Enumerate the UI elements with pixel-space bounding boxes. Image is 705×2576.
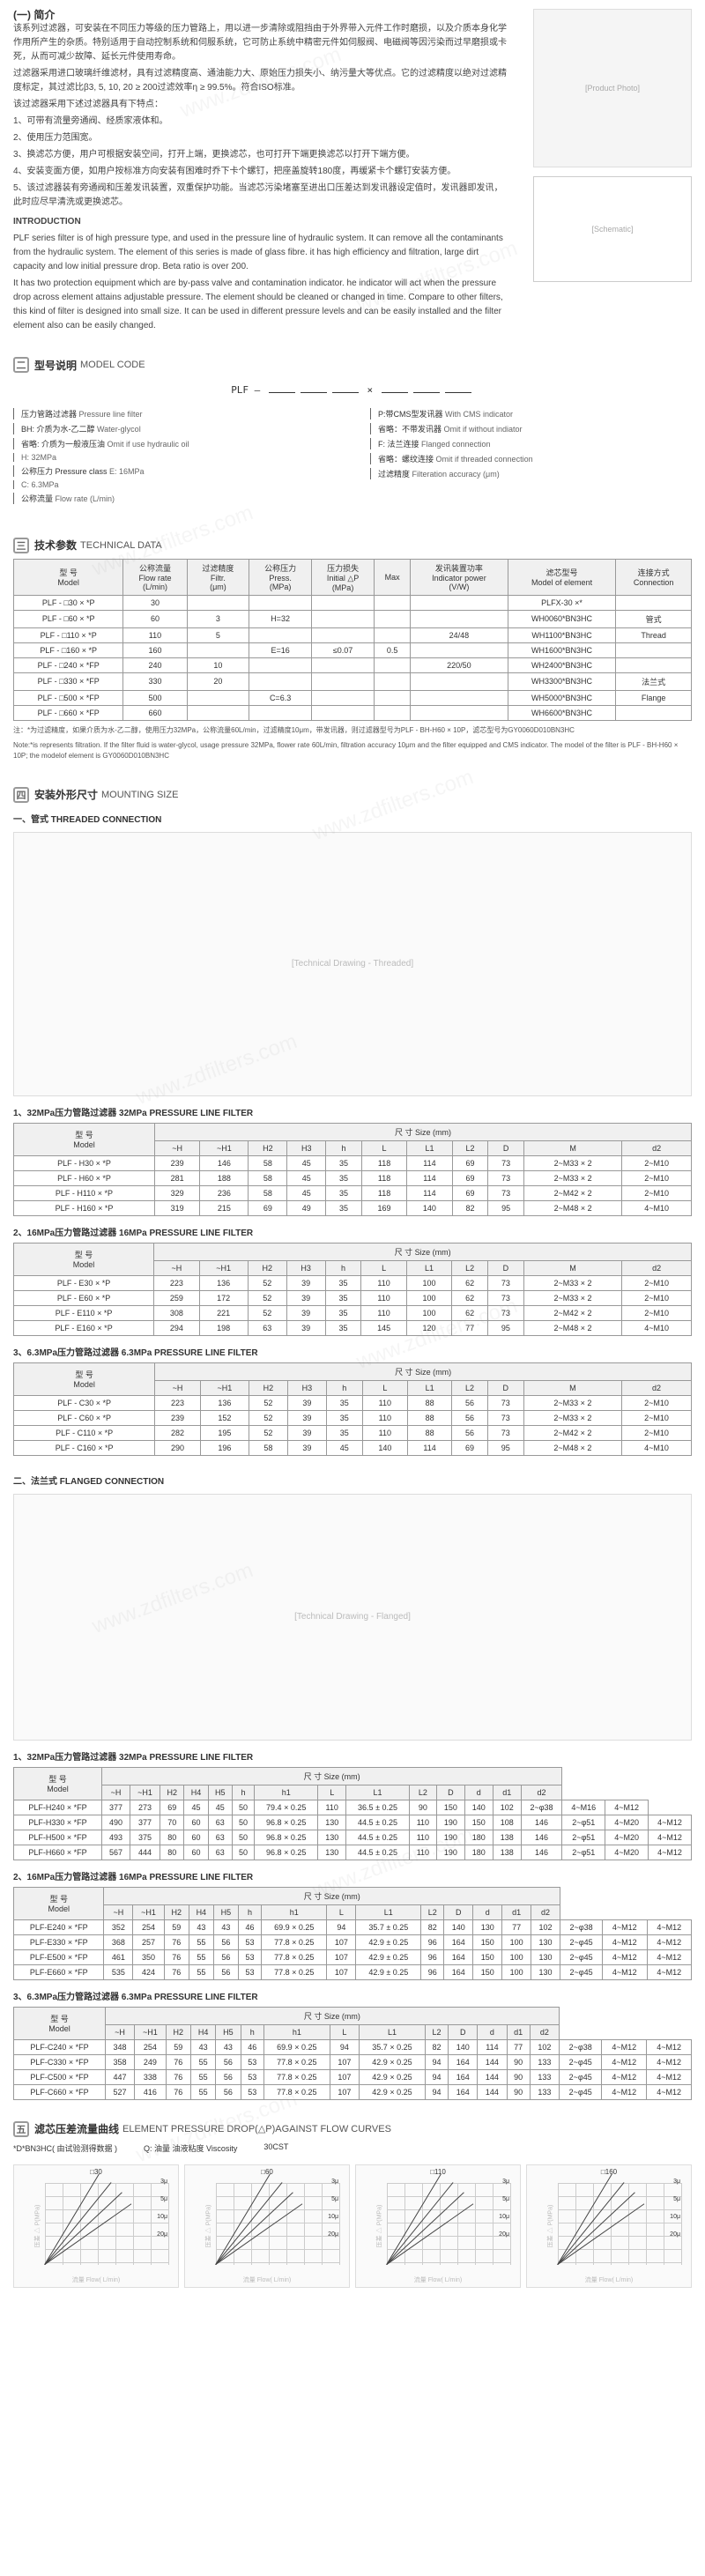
table-32mpa-flanged: 型 号Model尺 寸 Size (mm)~H~H1H2H4H5hh1LL1L2… <box>13 1767 692 1860</box>
section-icon: 五 <box>13 2121 29 2137</box>
curves-section: 五 滤芯压差流量曲线 ELEMENT PRESSURE DROP(△P)AGAI… <box>0 2107 705 2302</box>
table-16mpa-flanged: 型 号Model尺 寸 Size (mm)~H~H1H2H4H5hh1LL1L2… <box>13 1887 692 1980</box>
table-32mpa-threaded: 型 号Model尺 寸 Size (mm)~H~H1H2H3hLL1L2DMd2… <box>13 1123 692 1216</box>
table-63mpa-flanged: 型 号Model尺 寸 Size (mm)~H~H1H2H4H5hh1LL1L2… <box>13 2007 692 2100</box>
tech-data-section: 三 技术参数 TECHNICAL DATA 型 号Model公称流量Flow r… <box>0 523 705 773</box>
hydraulic-schematic: [Schematic] <box>533 176 692 282</box>
tech-data-table: 型 号Model公称流量Flow rate(L/min)过滤精度Filtr.(μ… <box>13 559 692 721</box>
charts-row: 3μ5μ10μ20μ□30压差 △ P(MPa)流量 Flow( L/min)3… <box>13 2157 692 2295</box>
table-63mpa-threaded: 型 号Model尺 寸 Size (mm)~H~H1H2H3hLL1L2DMd2… <box>13 1362 692 1456</box>
model-labels-right: P:带CMS型发讯器 With CMS indicator省略：不带发讯器 Om… <box>370 408 692 508</box>
intro-section: (一) 简介 该系列过滤器，可安装在不同压力等级的压力管路上，用以进一步清除或阻… <box>0 0 705 343</box>
section-icon: 三 <box>13 538 29 553</box>
model-code-section: 二 型号说明 MODEL CODE PLF — × 压力管路过滤器 Pressu… <box>0 343 705 523</box>
product-photo: [Product Photo] <box>533 9 692 167</box>
flanged-drawing: [Technical Drawing - Flanged] <box>13 1494 692 1741</box>
section-icon: 四 <box>13 787 29 803</box>
threaded-drawing: [Technical Drawing - Threaded] <box>13 832 692 1096</box>
model-labels-left: 压力管路过滤器 Pressure line filterBH: 介质为水-乙二醇… <box>13 408 335 508</box>
section-icon: 二 <box>13 357 29 373</box>
mounting-section: 四 安装外形尺寸 MOUNTING SIZE 一、管式 THREADED CON… <box>0 773 705 2107</box>
table-16mpa-threaded: 型 号Model尺 寸 Size (mm)~H~H1H2H3hLL1L2DMd2… <box>13 1243 692 1336</box>
intro-text: 该系列过滤器，可安装在不同压力等级的压力管路上，用以进一步清除或阻挡由于外界带入… <box>13 22 507 333</box>
